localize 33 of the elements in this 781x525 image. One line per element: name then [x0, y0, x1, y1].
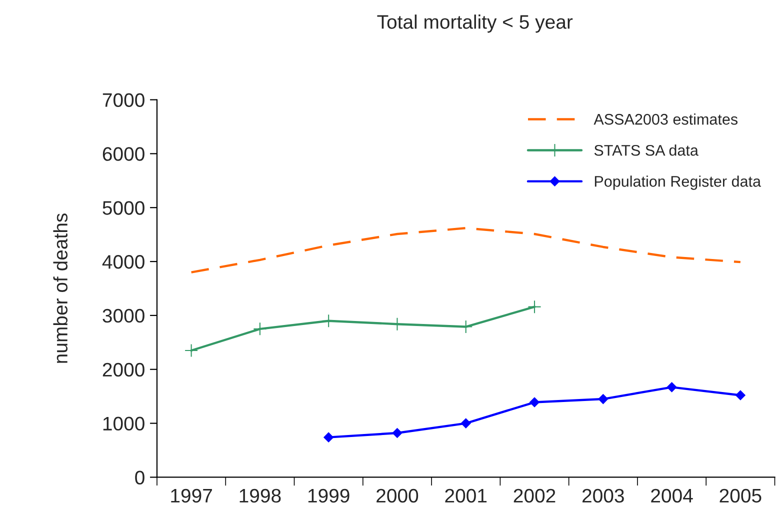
x-tick-label: 1997 — [171, 488, 212, 503]
y-tick-label: 0 — [135, 470, 144, 484]
point — [735, 390, 746, 400]
y-axis-title: number of deaths — [53, 214, 68, 363]
point — [598, 394, 608, 404]
y-tick-label: 4000 — [102, 254, 144, 269]
x-tick-label: 1999 — [308, 488, 350, 503]
x-tick-label: 2000 — [376, 488, 418, 503]
chart-title: Total mortality < 5 year — [377, 14, 573, 33]
point — [253, 322, 267, 336]
line-series — [190, 226, 742, 274]
y-tick-label: 2000 — [102, 362, 144, 377]
y-tick-label: 5000 — [102, 201, 144, 215]
x-tick-label: 2001 — [445, 488, 487, 503]
x-tick-label: 2004 — [651, 488, 693, 503]
legend-label: ASSA2003 estimates — [594, 114, 738, 125]
legend-label: Population Register data — [594, 176, 762, 190]
y-tick-label: 3000 — [102, 308, 144, 323]
legend-label: STATS SA data — [594, 144, 698, 156]
y-tick-label: 1000 — [103, 416, 144, 431]
x-tick-label: 2002 — [514, 488, 556, 503]
x-tick-label: 2003 — [582, 488, 624, 503]
point — [460, 418, 471, 428]
point — [666, 382, 677, 392]
x-tick-label: 2005 — [720, 488, 762, 503]
point — [528, 300, 542, 314]
point — [324, 432, 334, 442]
point — [184, 344, 198, 358]
point — [530, 397, 540, 408]
point — [392, 428, 402, 438]
y-tick-label: 7000 — [102, 93, 144, 107]
x-tick-label: 1998 — [240, 488, 281, 503]
y-tick-label: 6000 — [102, 147, 144, 161]
